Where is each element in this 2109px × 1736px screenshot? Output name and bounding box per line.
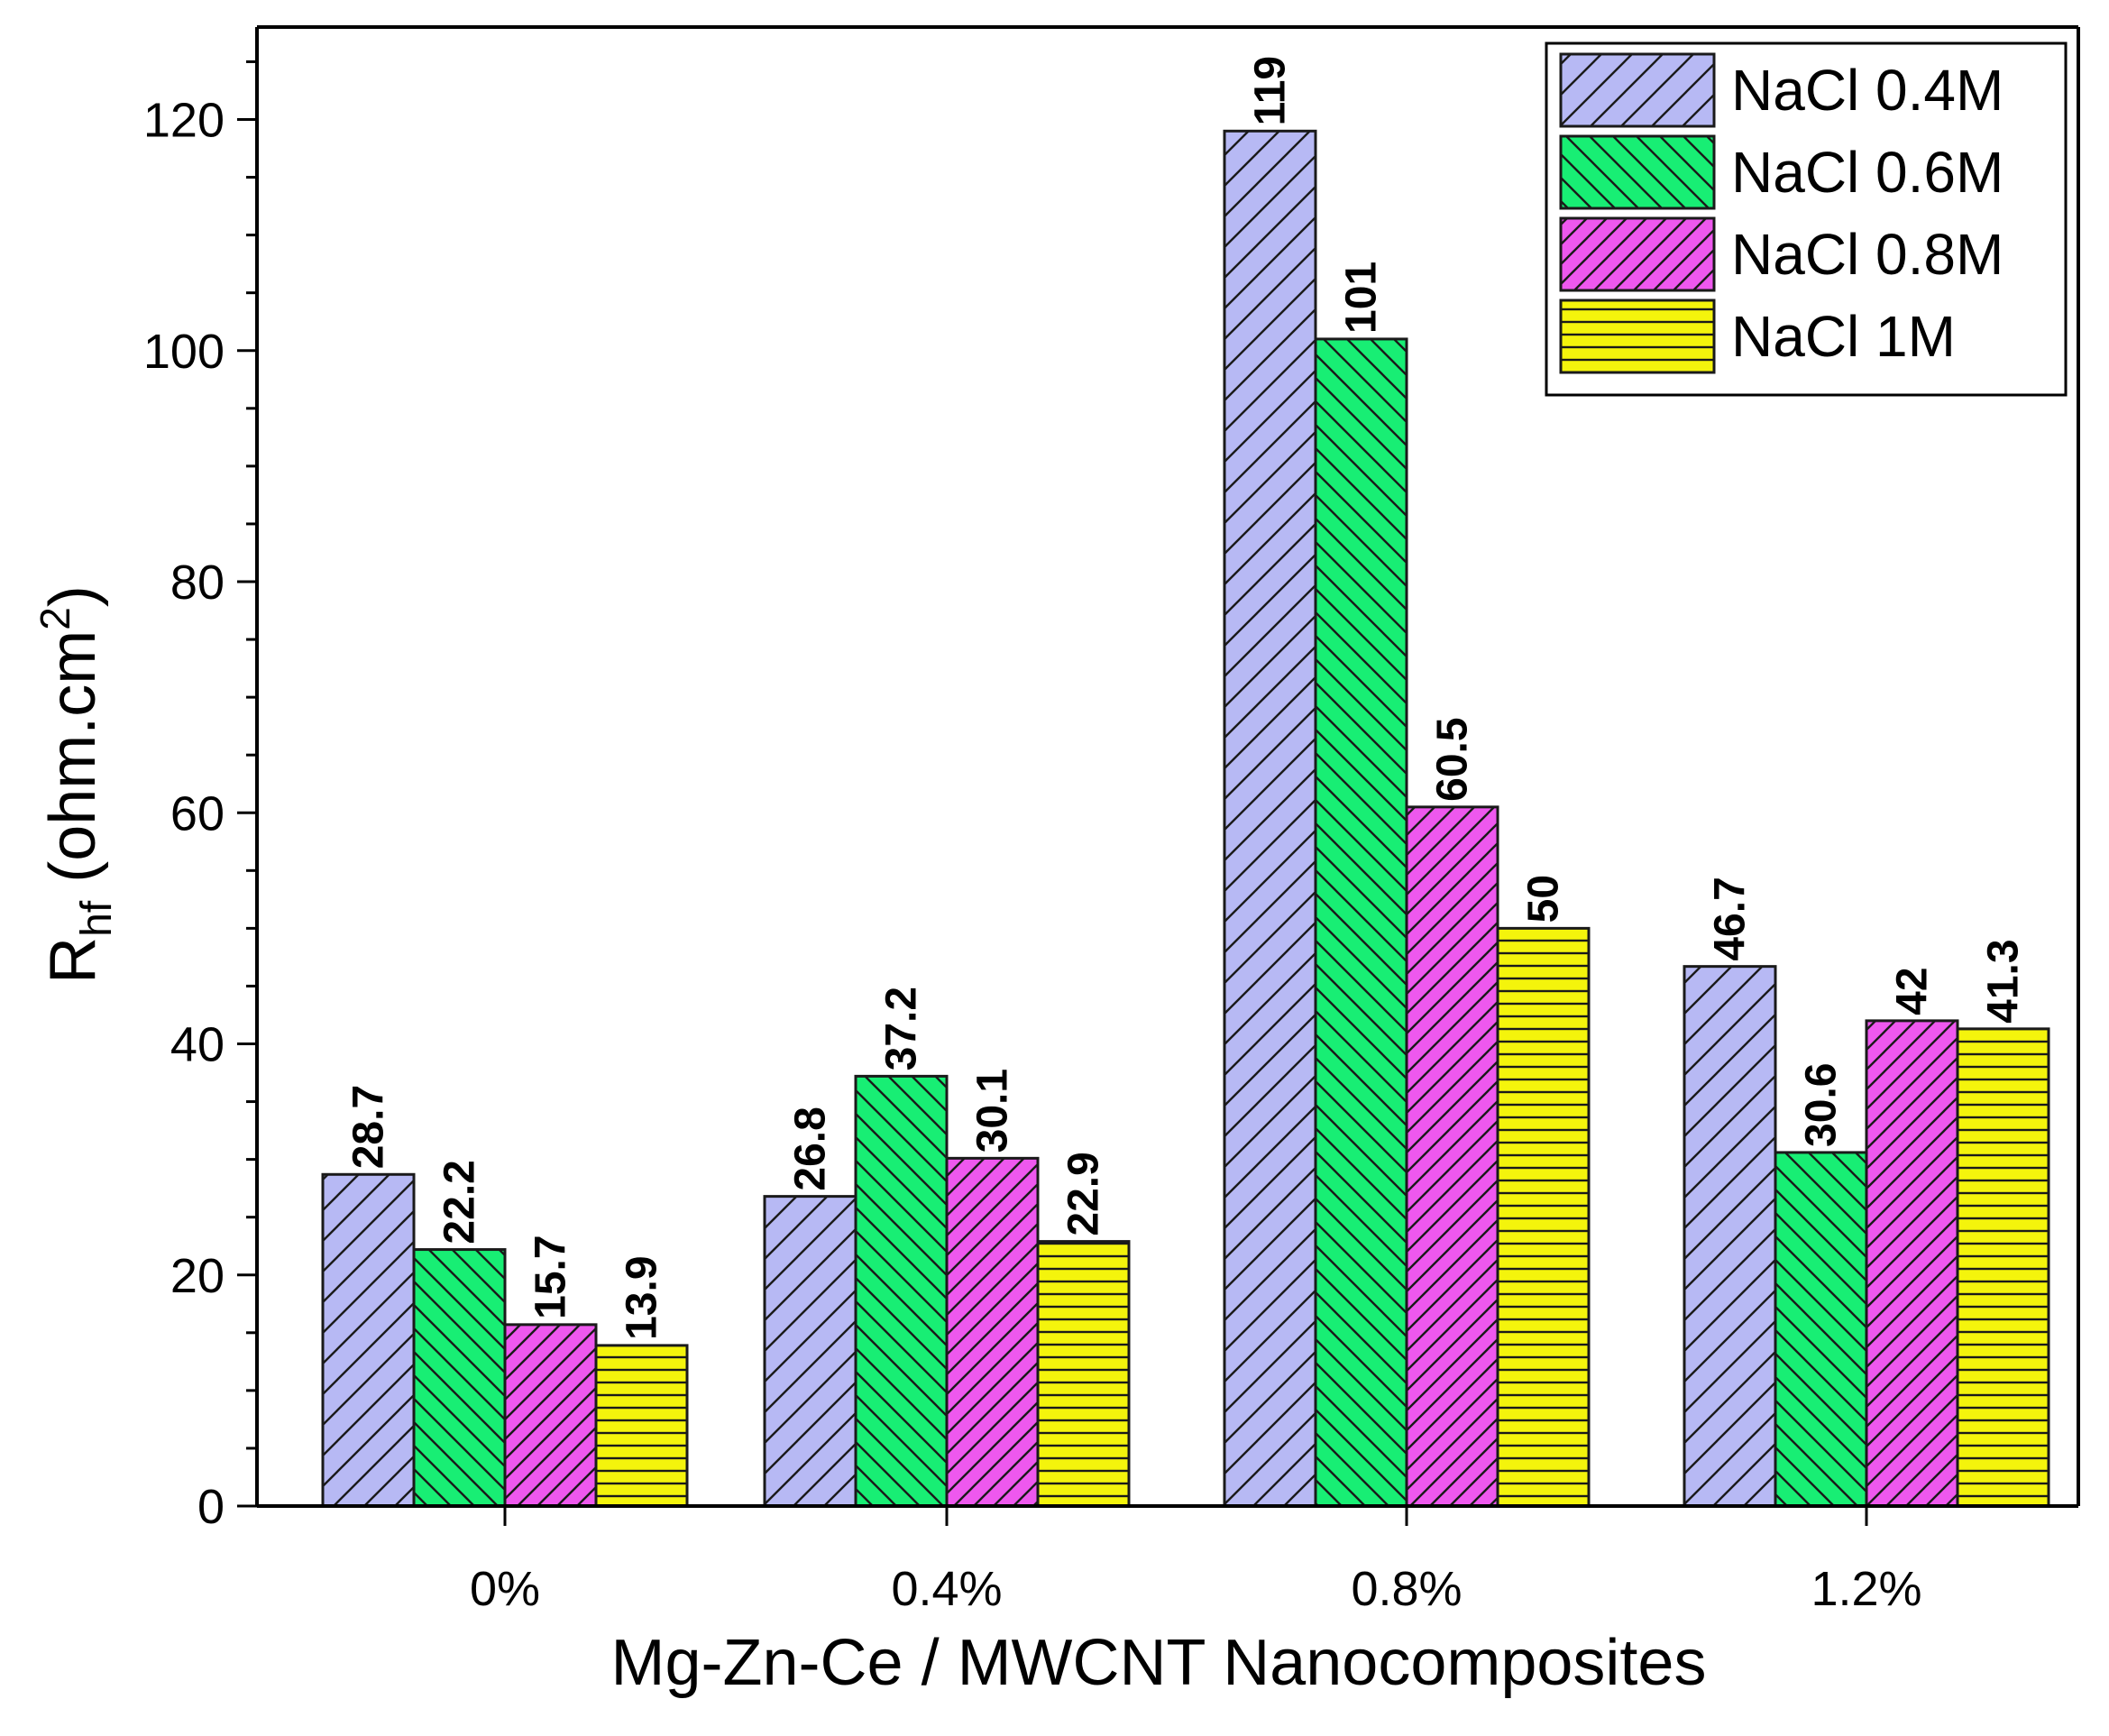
bar-nacl-0.6m-0%	[412, 1248, 507, 1508]
bar-nacl-0.8m-1.2%	[1865, 1019, 1959, 1508]
bar-nacl-0.6m-0.8%	[1314, 337, 1408, 1508]
bars-layer	[321, 129, 2050, 1508]
y-axis-title-units-close: )	[37, 585, 109, 607]
bar-nacl-0.8m-0.8%	[1405, 805, 1499, 1508]
data-labels-layer: 28.7 26.8 119 46.7 22.2 37.2 101 30.6 15.7 30.1 60…	[345, 56, 2028, 1340]
y-tick-label: 100	[143, 325, 225, 379]
data-label: 22.9	[1060, 1152, 1108, 1235]
bar-nacl-0.8m-0%	[503, 1323, 598, 1508]
data-label: 46.7	[1707, 877, 1755, 960]
y-tick-label: 120	[143, 94, 225, 148]
bar-nacl-0.6m-0.4%	[854, 1074, 949, 1508]
y-axis-title-units: (ohm.cm	[37, 630, 109, 901]
bar-nacl-1m-1.2%	[1956, 1027, 2050, 1508]
data-label: 101	[1338, 262, 1386, 334]
data-label: 60.5	[1429, 717, 1477, 801]
y-tick-label: 0	[197, 1480, 225, 1534]
bar-nacl-0.4m-1.2%	[1683, 965, 1777, 1508]
data-label: 30.1	[969, 1069, 1017, 1153]
data-label: 37.2	[878, 987, 926, 1070]
data-label: 22.2	[436, 1160, 484, 1244]
bar-nacl-1m-0.4%	[1036, 1240, 1131, 1508]
data-label: 28.7	[345, 1085, 393, 1169]
data-label: 15.7	[527, 1235, 575, 1318]
bar-nacl-0.4m-0.4%	[763, 1195, 857, 1508]
legend-swatch-nacl-1m	[1559, 299, 1716, 374]
data-label: 13.9	[619, 1255, 666, 1339]
legend-swatch-nacl-0.4m	[1559, 52, 1716, 128]
y-axis-title-main: R	[37, 937, 109, 984]
y-axis-title-subscript: hf	[73, 900, 121, 937]
legend-label: NaCl 1M	[1731, 304, 1956, 369]
data-label: 41.3	[1980, 939, 2028, 1023]
y-axis-title: Rhf (ohm.cm2)	[32, 585, 121, 984]
y-axis-title-superscript: 2	[32, 607, 78, 630]
x-axis-title: Mg-Zn-Ce / MWCNT Nanocomposites	[611, 1627, 1707, 1699]
y-tick-label: 60	[170, 786, 225, 840]
bar-nacl-0.4m-0%	[321, 1172, 416, 1508]
y-tick-label: 40	[170, 1018, 225, 1072]
bar-nacl-1m-0%	[594, 1344, 689, 1508]
data-label: 119	[1247, 56, 1295, 125]
data-label: 50	[1520, 875, 1568, 923]
legend-swatch-nacl-0.8m	[1559, 216, 1716, 292]
x-tick-label: 0.4%	[891, 1562, 1002, 1616]
data-label: 42	[1889, 967, 1937, 1015]
x-tick-label: 1.2%	[1811, 1562, 1921, 1616]
legend-label: NaCl 0.4M	[1731, 58, 2004, 123]
bar-nacl-0.6m-1.2%	[1774, 1151, 1868, 1508]
y-tick-label: 20	[170, 1249, 225, 1303]
bar-nacl-0.4m-0.8%	[1223, 129, 1317, 1508]
legend: NaCl 0.4M NaCl 0.6M NaCl 0.8M NaCl 1M	[1545, 41, 2068, 397]
bar-nacl-1m-0.8%	[1496, 926, 1591, 1508]
axes-layer: 0 20 40 60 80 100 120 0% 0.4% 0.8% 1.2% Mg-Zn-Ce / …	[32, 25, 2080, 1699]
bar-nacl-0.8m-0.4%	[945, 1156, 1040, 1508]
data-label: 30.6	[1798, 1063, 1846, 1147]
x-tick-label: 0.8%	[1351, 1562, 1462, 1616]
legend-swatch-nacl-0.6m	[1559, 134, 1716, 210]
y-tick-label: 80	[170, 556, 225, 610]
legend-label: NaCl 0.6M	[1731, 140, 2004, 205]
data-label: 26.8	[787, 1107, 835, 1190]
legend-label: NaCl 0.8M	[1731, 222, 2004, 287]
x-tick-label: 0%	[470, 1562, 540, 1616]
